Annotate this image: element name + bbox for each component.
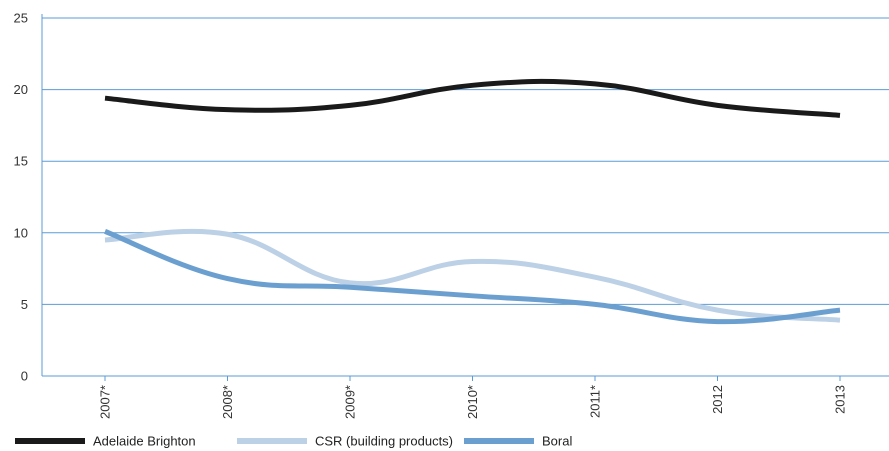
legend-label: CSR (building products) (315, 434, 453, 449)
y-tick-label: 15 (14, 154, 28, 169)
legend-label: Adelaide Brighton (93, 434, 196, 449)
x-tick-label: 2012 (710, 385, 725, 414)
y-tick-label: 0 (21, 369, 28, 384)
x-tick-label: 2010* (465, 385, 480, 419)
legend-label: Boral (542, 434, 572, 449)
x-tick-label: 2009* (343, 385, 358, 419)
y-tick-label: 5 (21, 297, 28, 312)
axes (41, 14, 889, 377)
x-tick-label: 2008* (220, 385, 235, 419)
x-tick-label: 2011* (588, 385, 603, 418)
series-line-csr-building-products (104, 228, 841, 323)
y-tick-label: 10 (14, 225, 28, 240)
legend: Adelaide Brighton CSR (building products)… (15, 434, 572, 449)
x-tick-label: 2013 (833, 385, 848, 414)
y-tick-label: 20 (14, 82, 28, 97)
series-lines (104, 78, 841, 325)
x-tick-label: 2007* (98, 385, 113, 419)
series-line-boral (104, 229, 841, 325)
x-axis-ticks: 2007* 2008* 2009* 2010* 2011* 2012 2013 (98, 376, 848, 419)
y-tick-label: 25 (14, 11, 28, 26)
y-axis-ticks: 0 5 10 15 20 25 (14, 11, 28, 384)
series-line-adelaide-brighton (104, 78, 841, 118)
